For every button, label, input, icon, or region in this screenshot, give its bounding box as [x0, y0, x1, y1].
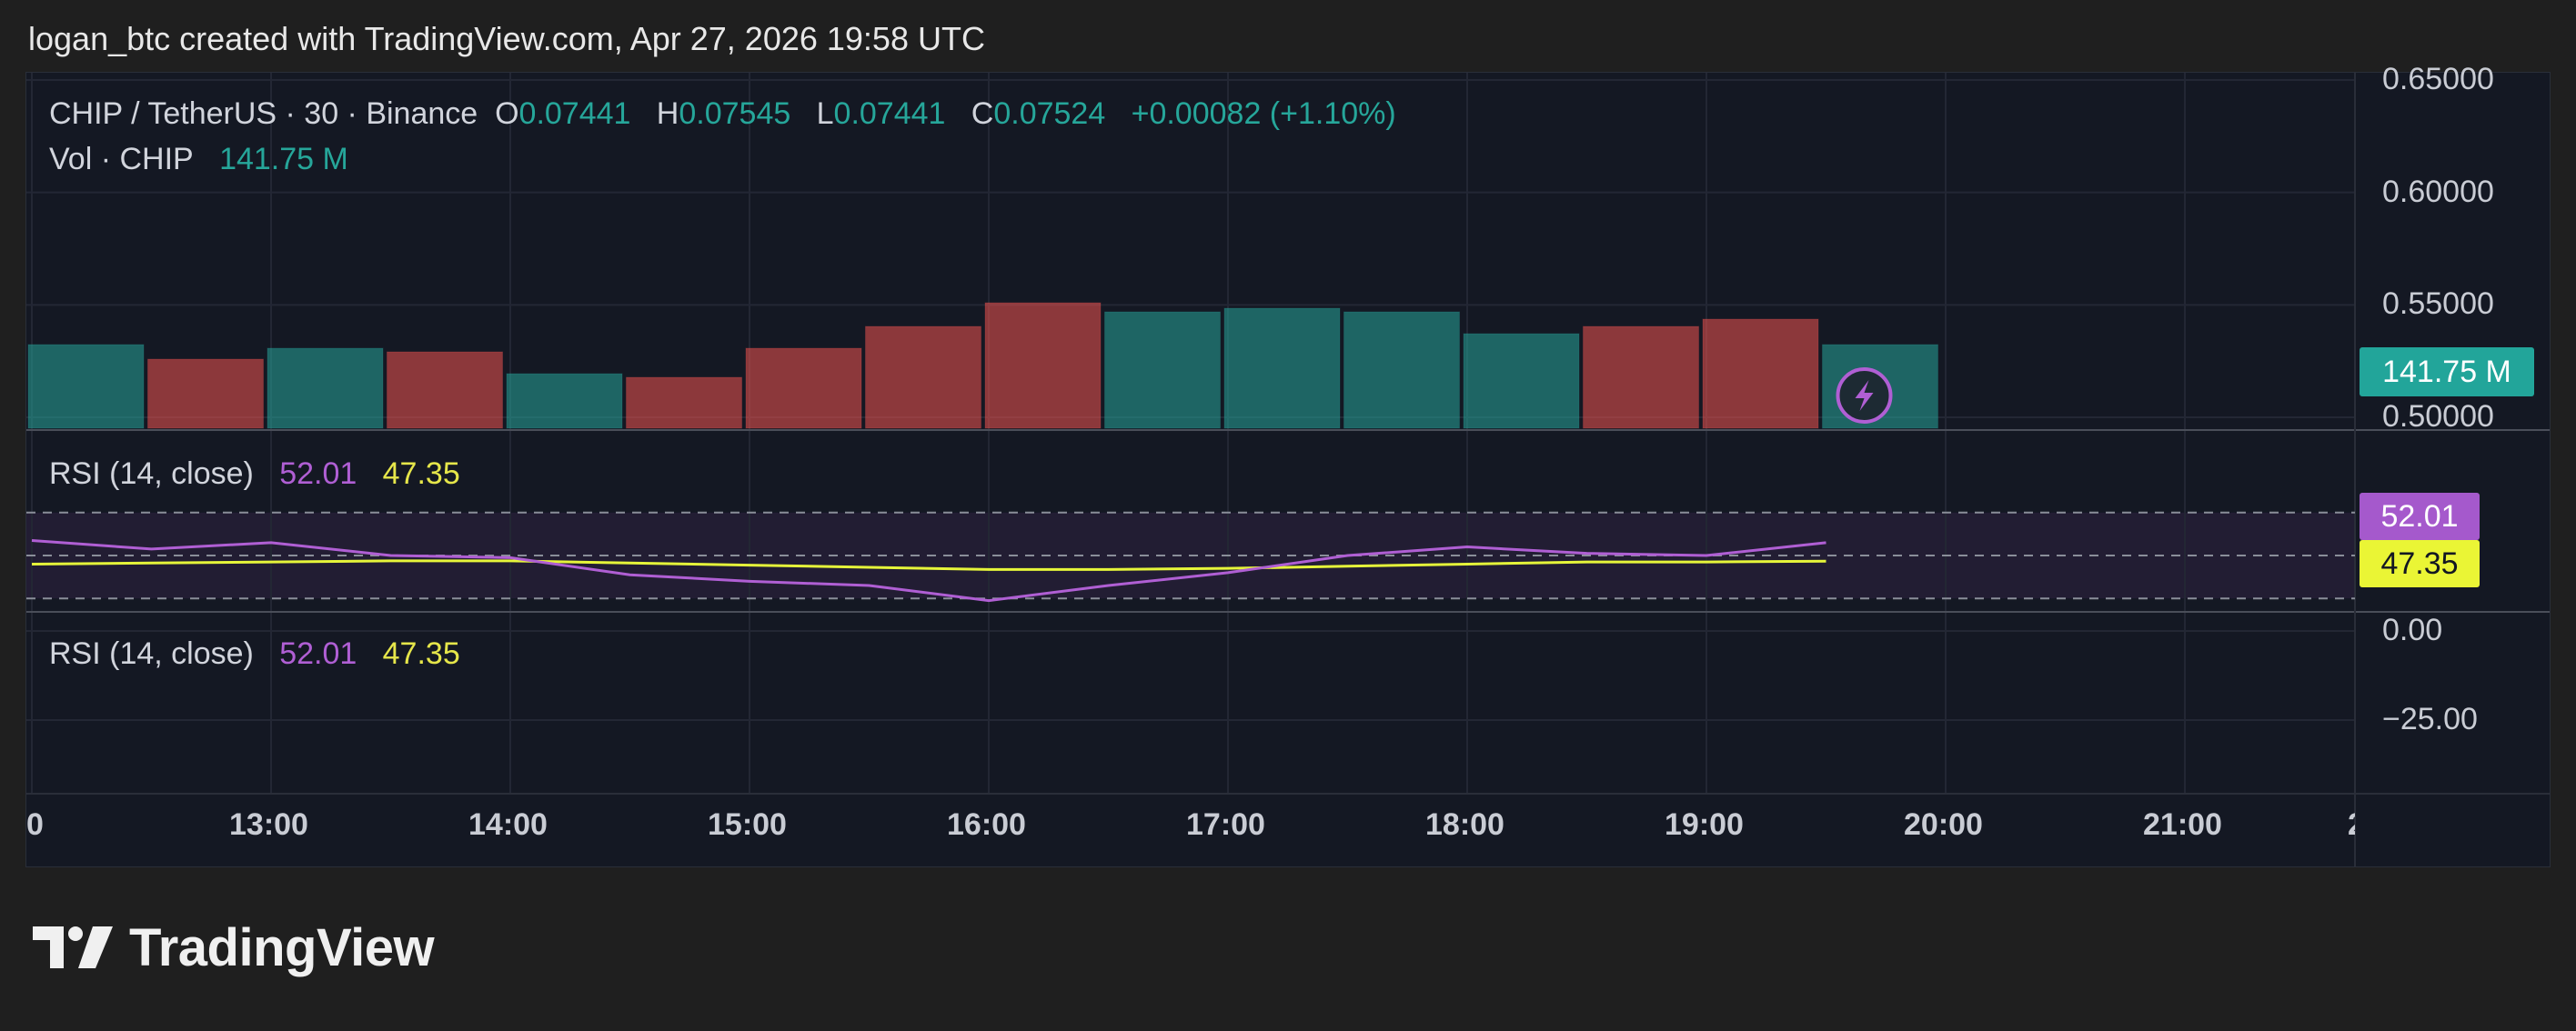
time-tick-label: 15:00	[708, 807, 787, 842]
rsi-price-tag: 52.01	[2360, 493, 2480, 540]
rsi-legend: RSI (14, close) 52.01 47.35	[49, 456, 460, 492]
price-tick-label: 0.55000	[2382, 286, 2494, 322]
rsi-value-secondary: 52.01	[279, 636, 357, 671]
volume-bar-0	[27, 344, 145, 429]
rsi-label[interactable]: RSI (14, close)	[49, 456, 254, 491]
time-tick-label: 19:00	[1665, 807, 1744, 842]
price-legend: CHIP / TetherUS · 30 · Binance O0.07441 …	[49, 96, 1396, 132]
volume-bar-1	[147, 358, 264, 429]
rsi-ma-line	[31, 559, 1826, 571]
volume-price-tag: 141.75 M	[2360, 347, 2534, 396]
volume-bar-3	[387, 351, 503, 429]
time-tick-label: 21:00	[2143, 807, 2222, 842]
volume-bar-7	[865, 325, 981, 429]
volume-legend: Vol · CHIP 141.75 M	[49, 142, 348, 177]
volume-value: 141.75 M	[219, 142, 348, 176]
volume-bar-8	[984, 302, 1102, 429]
time-tick-label: 16:00	[947, 807, 1026, 842]
low-value: 0.07441	[833, 96, 946, 131]
price-tick-label: 0.50000	[2382, 399, 2494, 434]
volume-bar-5	[626, 376, 742, 429]
bolt-icon[interactable]	[1836, 367, 1893, 424]
change-value: +0.00082 (+1.10%)	[1131, 96, 1396, 131]
volume-bar-4	[506, 373, 623, 429]
time-tick-label: 0	[26, 807, 44, 842]
volume-bar-12	[1463, 333, 1580, 429]
volume-bar-14	[1702, 318, 1819, 429]
chart-frame[interactable]	[25, 72, 2551, 867]
time-tick-label: 18:00	[1425, 807, 1504, 842]
tradingview-wordmark: TradingView	[129, 917, 435, 977]
volume-label[interactable]: Vol · CHIP	[49, 142, 194, 176]
time-tick-label: 13:00	[229, 807, 308, 842]
rsi-ma-value: 47.35	[382, 456, 460, 491]
tradingview-logo-icon	[33, 926, 113, 968]
lower-pane-tick-label: 0.00	[2382, 613, 2443, 647]
high-value: 0.07545	[679, 96, 791, 131]
lower-pane-tick-label: −25.00	[2382, 702, 2478, 736]
rsi-label-secondary[interactable]: RSI (14, close)	[49, 636, 254, 671]
volume-bar-2	[267, 347, 384, 429]
rsi-value: 52.01	[279, 456, 357, 491]
volume-bar-9	[1104, 311, 1221, 429]
rsi-legend-secondary: RSI (14, close) 52.01 47.35	[49, 636, 460, 672]
price-tick-label: 0.60000	[2382, 174, 2494, 209]
symbol-label[interactable]: CHIP / TetherUS · 30 · Binance	[49, 96, 478, 131]
close-label: C	[971, 96, 994, 131]
open-value: 0.07441	[518, 96, 631, 131]
time-tick-label: 2	[2348, 807, 2355, 843]
volume-bar-11	[1343, 311, 1460, 429]
open-label: O	[495, 96, 519, 131]
volume-bar-6	[745, 347, 862, 429]
rsi-ma-value-secondary: 47.35	[382, 636, 460, 671]
volume-bar-10	[1223, 307, 1341, 429]
bolt-icon-glyph	[1855, 380, 1874, 411]
close-value: 0.07524	[993, 96, 1106, 131]
high-label: H	[656, 96, 679, 131]
rsi-ma-price-tag: 47.35	[2360, 540, 2480, 587]
time-tick-label: 17:00	[1186, 807, 1265, 842]
rsi-line	[31, 538, 1826, 603]
chart-canvas[interactable]	[26, 73, 2550, 866]
tradingview-logo[interactable]: TradingView	[33, 917, 435, 977]
chart-credit: logan_btc created with TradingView.com, …	[28, 20, 985, 57]
time-tick-label: 20:00	[1904, 807, 1983, 842]
time-tick-label: 14:00	[468, 807, 548, 842]
low-label: L	[816, 96, 834, 131]
price-tick-label: 0.65000	[2382, 62, 2494, 96]
volume-bar-13	[1583, 325, 1699, 429]
